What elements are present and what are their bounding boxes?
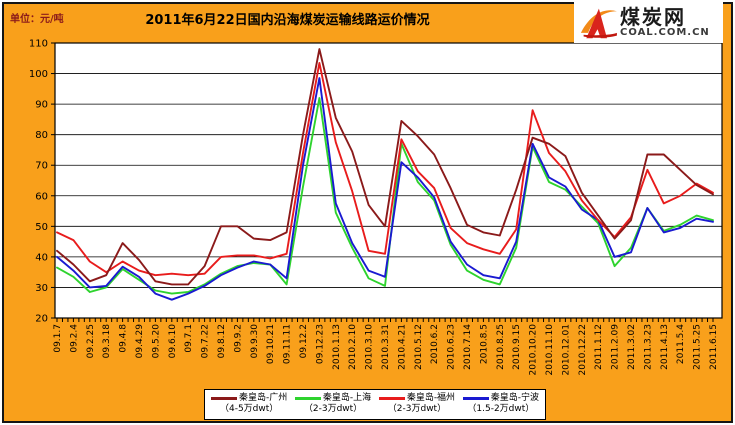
series-line-3 bbox=[56, 61, 714, 277]
x-axis-label: 2011.6.15 bbox=[709, 324, 719, 370]
x-axis-label: 09.9.2 bbox=[233, 324, 243, 353]
x-axis-label: 09.4.8 bbox=[119, 324, 129, 353]
x-axis-label: 09.7.22 bbox=[201, 324, 211, 358]
x-axis-label: 09.12.2 bbox=[299, 324, 309, 358]
y-axis-label: 70 bbox=[35, 161, 48, 172]
y-axis-label: 40 bbox=[35, 252, 48, 263]
legend-series-name: 秦皇岛-福州 bbox=[406, 393, 456, 403]
y-axis-label: 80 bbox=[35, 130, 48, 141]
x-axis-label: 2010.5.12 bbox=[414, 324, 424, 370]
legend-item-3: 秦皇岛-福州 （2-3万dwt） bbox=[378, 393, 456, 415]
legend-swatch bbox=[211, 397, 237, 400]
legend-item-1: 秦皇岛-广州 （4-5万dwt） bbox=[211, 393, 287, 415]
legend-series-dwt: （2-3万dwt） bbox=[387, 404, 447, 414]
x-axis-label: 2010.12.01 bbox=[561, 324, 571, 376]
x-axis-label: 09.6.10 bbox=[168, 324, 178, 359]
legend-swatch bbox=[462, 397, 489, 400]
x-axis-label: 09.4.29 bbox=[135, 324, 145, 359]
coal-logo-icon bbox=[580, 8, 617, 38]
x-axis-label: 2010.9.15 bbox=[512, 324, 522, 370]
x-axis-label: 2010.6.2 bbox=[430, 324, 440, 364]
x-axis-label: 2010.4.21 bbox=[397, 324, 407, 370]
x-axis-label: 09.10.21 bbox=[266, 324, 276, 364]
y-axis-label: 110 bbox=[29, 39, 48, 50]
y-axis-label: 100 bbox=[29, 69, 48, 80]
x-axis-label: 2010.10.20 bbox=[529, 324, 539, 376]
y-axis-label: 30 bbox=[35, 283, 48, 294]
series-line-1 bbox=[56, 48, 714, 286]
legend-item-2: 秦皇岛-上海 （2-3万dwt） bbox=[294, 393, 372, 415]
x-axis-label: 09.5.20 bbox=[151, 324, 161, 359]
plot-area bbox=[54, 42, 723, 319]
legend-series-name: 秦皇岛-宁波 bbox=[490, 393, 539, 403]
x-axis-label: 2011.5.25 bbox=[693, 324, 703, 370]
x-axis-label: 2011.3.02 bbox=[627, 324, 637, 370]
y-axis-label: 90 bbox=[35, 100, 48, 111]
x-axis-label: 09.11.11 bbox=[283, 324, 293, 364]
x-axis-label: 2010.1.13 bbox=[332, 324, 342, 370]
x-axis-label: 09.9.30 bbox=[250, 324, 260, 359]
x-axis-label: 2010.8.5 bbox=[479, 324, 489, 364]
x-axis-label: 2011.1.12 bbox=[594, 324, 604, 370]
y-axis-label: 50 bbox=[35, 222, 48, 233]
y-axis-label: 20 bbox=[35, 314, 48, 325]
series-line-2 bbox=[56, 97, 714, 295]
series-line-4 bbox=[56, 77, 714, 301]
legend-series-dwt: （2-3万dwt） bbox=[303, 404, 363, 414]
x-axis-label: 09.12.23 bbox=[315, 324, 325, 364]
x-axis-label: 2011.4.13 bbox=[660, 324, 670, 370]
x-axis-label: 09.8.12 bbox=[217, 324, 227, 358]
legend-swatch bbox=[378, 397, 405, 400]
x-axis-label: 2010.6.23 bbox=[447, 324, 457, 370]
x-axis-label: 2010.2.10 bbox=[348, 324, 358, 370]
x-axis-label: 09.1.7 bbox=[53, 324, 63, 353]
x-axis-label: 2010.8.25 bbox=[496, 324, 506, 370]
x-axis-label: 09.2.25 bbox=[86, 324, 96, 358]
logo-name: 煤炭网 bbox=[620, 5, 686, 29]
x-axis-label: 2011.3.23 bbox=[643, 324, 653, 370]
x-axis-label: 2011.5.4 bbox=[676, 324, 686, 364]
legend-series-dwt: （1.5-2万dwt） bbox=[467, 404, 535, 414]
x-axis-label: 2010.7.14 bbox=[463, 324, 473, 370]
x-axis-label: 2010.11.10 bbox=[545, 324, 555, 376]
x-axis-label: 2010.12.22 bbox=[578, 324, 588, 376]
unit-label: 单位：元/吨 bbox=[10, 14, 64, 25]
legend-series-name: 秦皇岛-上海 bbox=[322, 393, 372, 403]
x-axis-label: 2010.3.31 bbox=[381, 324, 391, 370]
logo[interactable]: 煤炭网 COAL.COM.CN bbox=[574, 2, 723, 43]
legend-swatch bbox=[294, 397, 321, 400]
y-axis-label: 60 bbox=[35, 191, 48, 202]
legend-series-dwt: （4-5万dwt） bbox=[219, 404, 279, 414]
x-axis-label: 09.7.1 bbox=[184, 324, 194, 353]
x-axis-label: 2010.3.10 bbox=[365, 324, 375, 370]
chart-title: 2011年6月22日国内沿海煤炭运输线路运价情况 bbox=[145, 13, 430, 28]
legend-item-4: 秦皇岛-宁波 （1.5-2万dwt） bbox=[462, 393, 539, 415]
x-axis-label: 09.2.4 bbox=[69, 324, 79, 353]
x-axis-label: 09.3.18 bbox=[102, 324, 112, 359]
legend: 秦皇岛-广州 （4-5万dwt） 秦皇岛-上海 （2-3万dwt） 秦皇岛-福州 （2-3… bbox=[204, 389, 546, 420]
x-axis-label: 2011.2.09 bbox=[611, 324, 621, 370]
logo-domain: COAL.COM.CN bbox=[620, 27, 710, 38]
legend-series-name: 秦皇岛-广州 bbox=[239, 393, 288, 403]
